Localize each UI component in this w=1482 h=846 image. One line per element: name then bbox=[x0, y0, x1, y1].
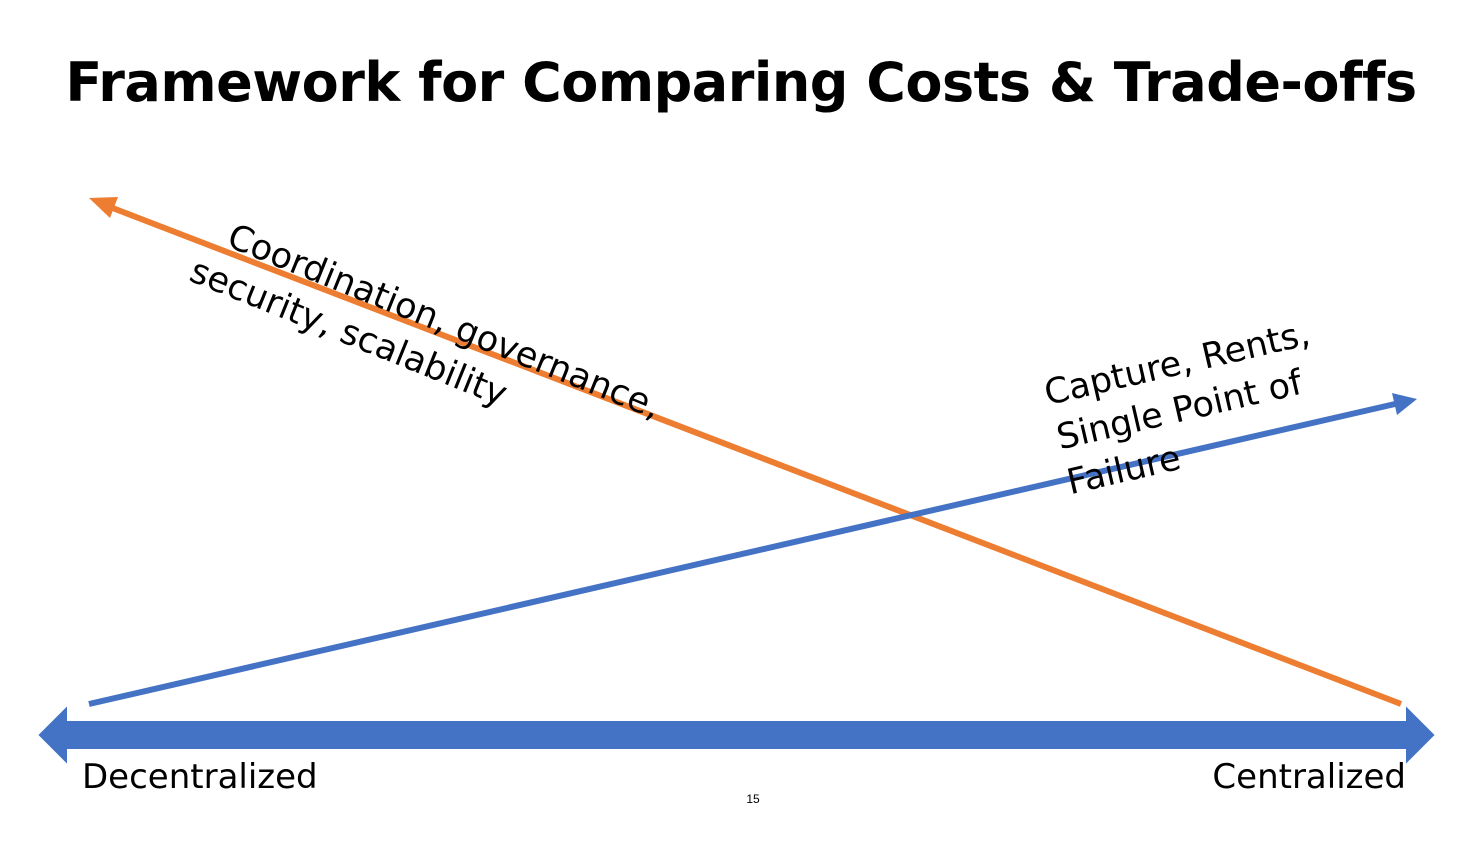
decentralized-label: Decentralized bbox=[82, 757, 318, 797]
centralized-label: Centralized bbox=[1212, 757, 1406, 797]
coordination-cost-arrowhead bbox=[89, 197, 118, 218]
slide-title: Framework for Comparing Costs & Trade-of… bbox=[65, 51, 1417, 114]
coordination-cost-arrow-line bbox=[108, 204, 1403, 707]
capture-cost-arrowhead bbox=[1392, 393, 1417, 415]
decentralized-centralized-axis bbox=[35, 701, 1438, 769]
capture-cost-arrow-line bbox=[88, 401, 1396, 707]
page-number: 15 bbox=[746, 792, 760, 806]
